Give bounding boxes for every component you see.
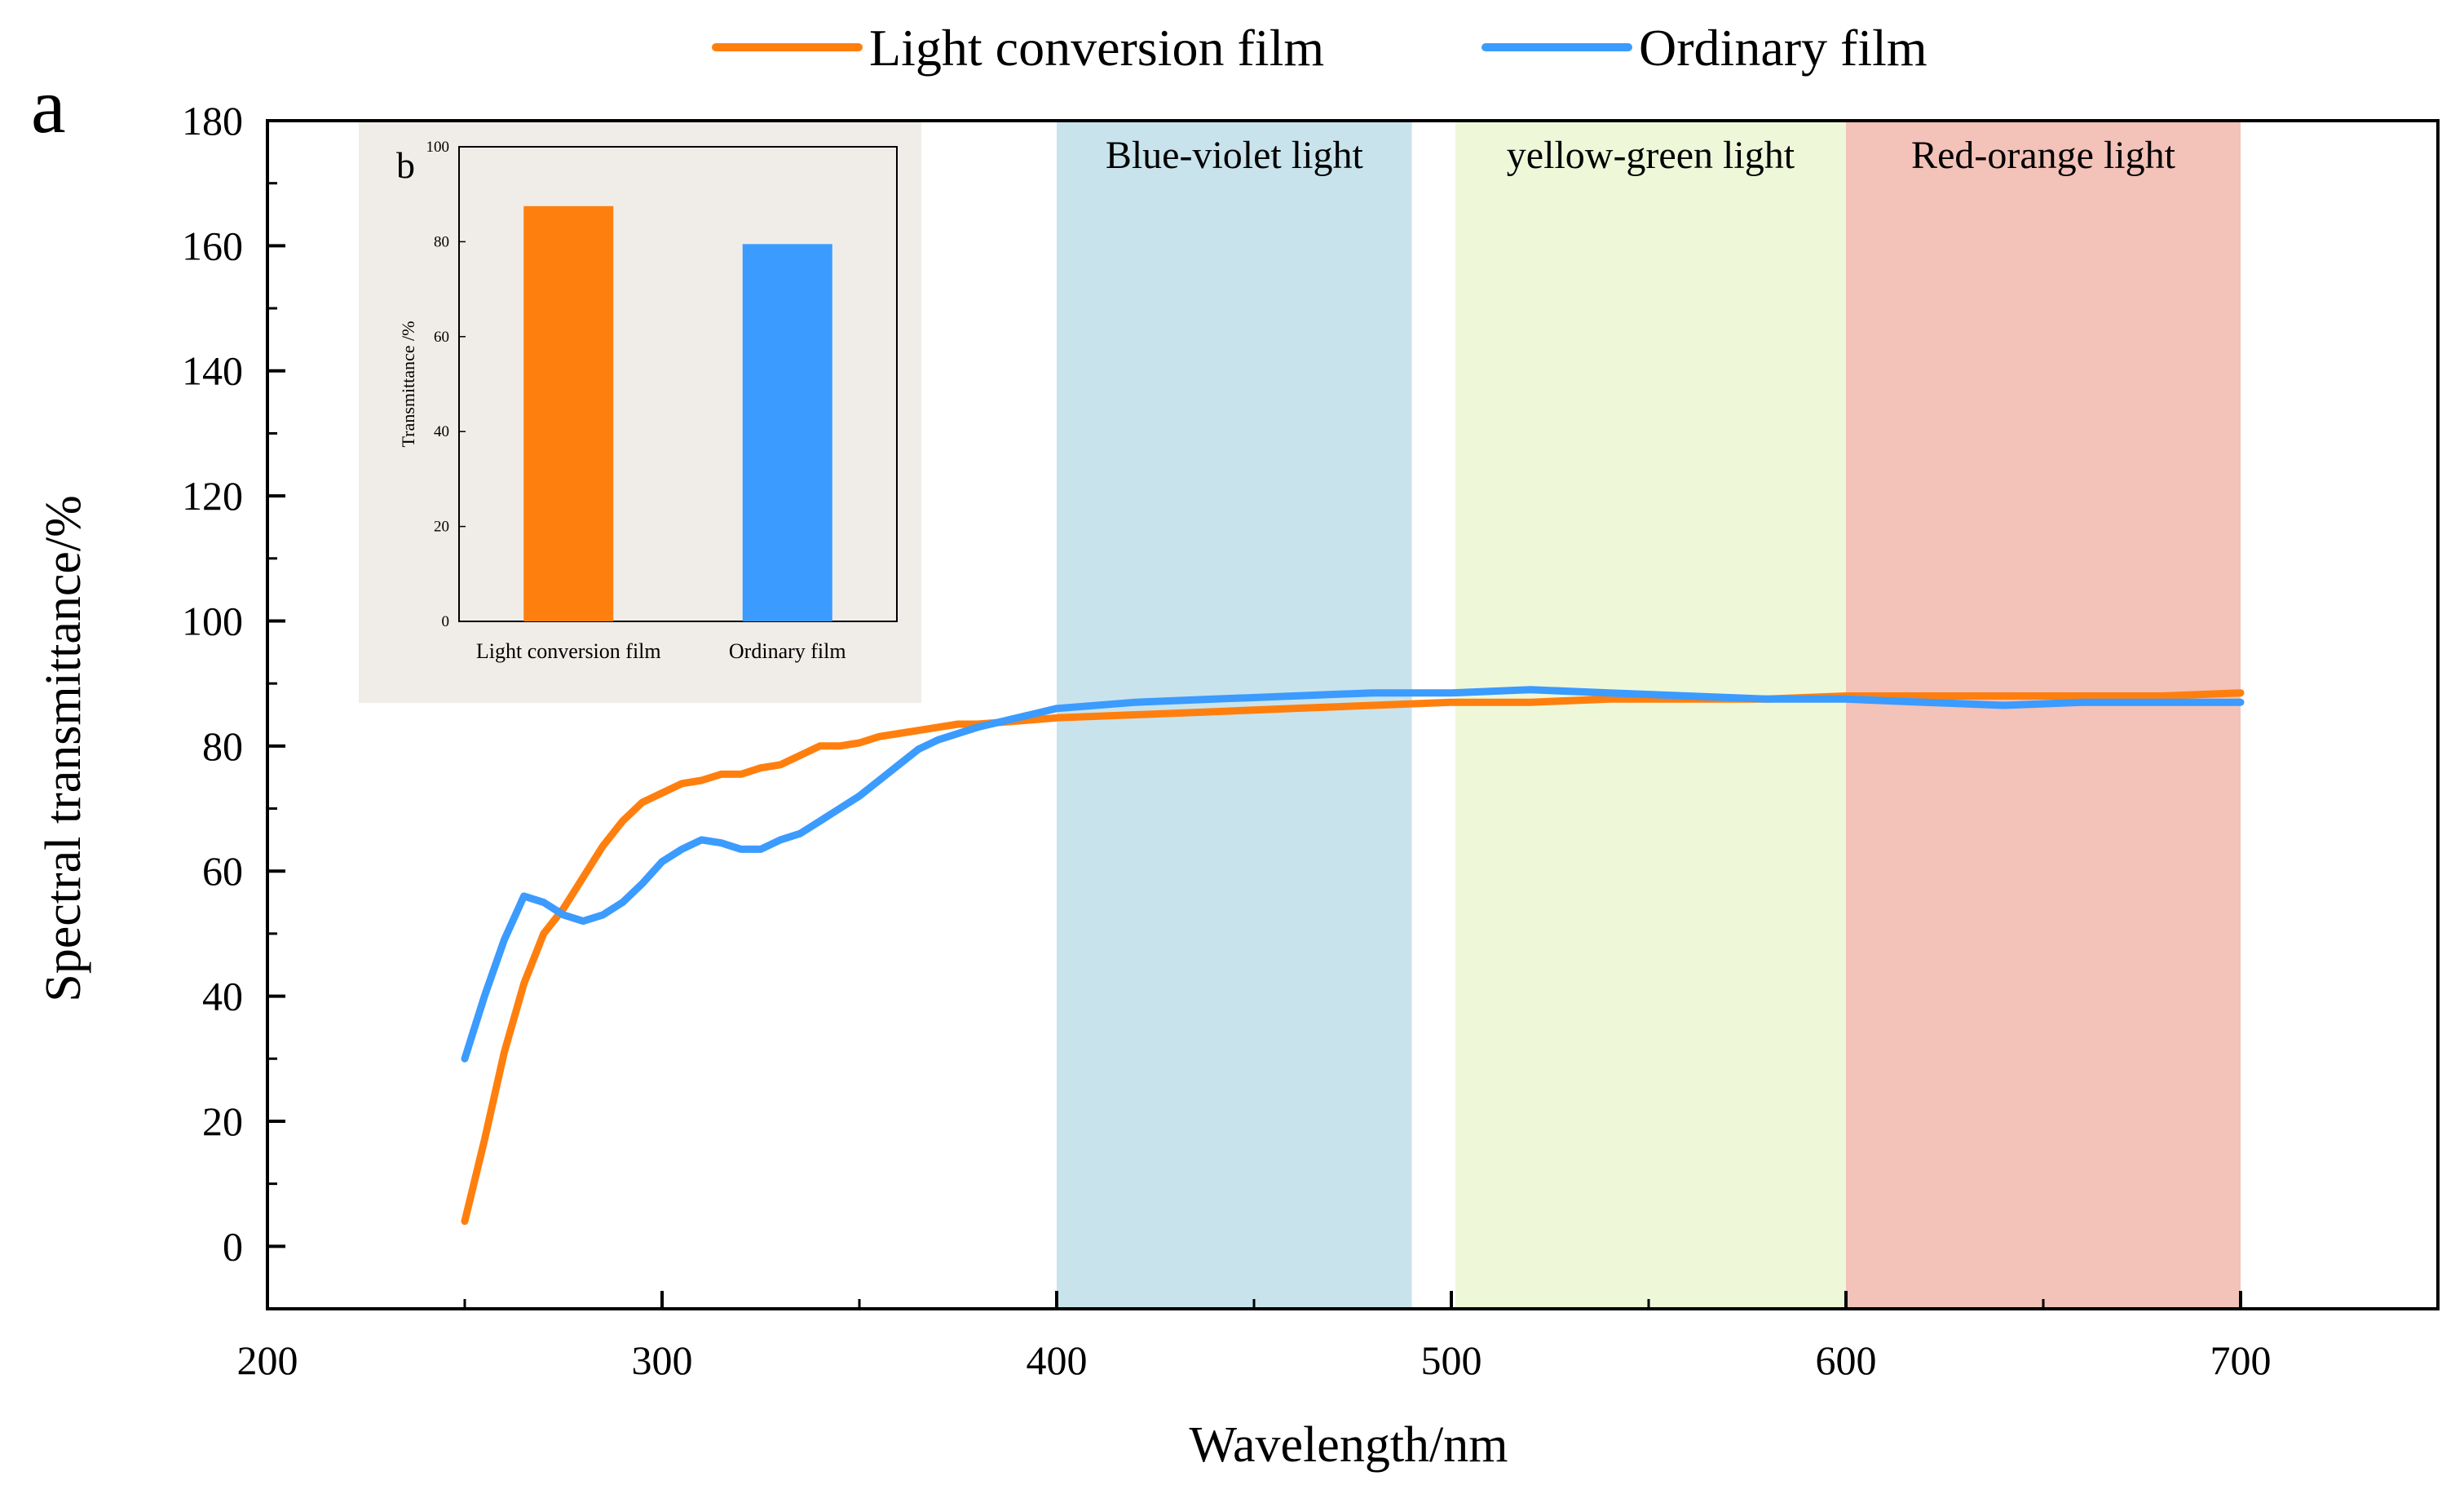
y-tick-label-40: 40 bbox=[202, 974, 243, 1019]
y-tick-label-160: 160 bbox=[182, 223, 243, 268]
highlight-bands: Blue-violet light yellow-green light Red-o… bbox=[1057, 121, 2241, 1309]
inset-category-label-1: Ordinary film bbox=[729, 639, 846, 663]
band-2 bbox=[1846, 121, 2241, 1309]
inset-bar-0 bbox=[523, 205, 614, 621]
inset-y-tick-label-40: 40 bbox=[434, 423, 449, 440]
x-tick-label-400: 400 bbox=[1027, 1337, 1088, 1383]
y-tick-label-180: 180 bbox=[182, 98, 243, 144]
x-tick-label-200: 200 bbox=[237, 1337, 298, 1383]
inset-y-tick-label-100: 100 bbox=[426, 139, 450, 156]
inset-bar-1 bbox=[742, 244, 832, 621]
inset-y-tick-label-20: 20 bbox=[434, 519, 449, 536]
panel-label-a: a bbox=[31, 62, 66, 149]
y-tick-label-120: 120 bbox=[182, 473, 243, 519]
legend: Light conversion film Ordinary film bbox=[712, 19, 1927, 77]
inset-y-tick-label-60: 60 bbox=[434, 329, 449, 346]
inset-frame bbox=[458, 146, 898, 622]
inset-y-tick-label-0: 0 bbox=[442, 613, 450, 630]
x-tick-label-700: 700 bbox=[2210, 1337, 2272, 1383]
y-tick-label-60: 60 bbox=[202, 848, 243, 894]
x-tick-label-600: 600 bbox=[1816, 1337, 1877, 1383]
band-label-2: Red-orange light bbox=[1911, 134, 2176, 177]
y-axis-title: Spectral transmittance/% bbox=[36, 495, 91, 1001]
inset-y-axis-title: Transmittance /% bbox=[398, 321, 418, 448]
y-tick-label-100: 100 bbox=[182, 598, 243, 643]
legend-label-light-conversion: Light conversion film bbox=[869, 19, 1324, 77]
legend-label-ordinary: Ordinary film bbox=[1639, 19, 1927, 77]
band-1 bbox=[1455, 121, 1846, 1309]
x-tick-label-300: 300 bbox=[632, 1337, 693, 1383]
x-tick-label-500: 500 bbox=[1421, 1337, 1482, 1383]
y-tick-label-80: 80 bbox=[202, 723, 243, 769]
inset-category-label-0: Light conversion film bbox=[476, 639, 661, 663]
x-axis-title: Wavelength/nm bbox=[1189, 1417, 1508, 1473]
y-tick-label-20: 20 bbox=[202, 1098, 243, 1144]
plot-frame bbox=[266, 119, 2440, 1310]
band-label-1: yellow-green light bbox=[1507, 134, 1795, 177]
y-tick-label-140: 140 bbox=[182, 348, 243, 394]
inset-y-tick-label-80: 80 bbox=[434, 233, 449, 250]
main-series bbox=[461, 686, 2245, 1226]
main-axes: 200 300 400 500 600 7000204060801001201401601… bbox=[182, 98, 2440, 1383]
inset-bar-chart: Light conversion film Ordinary film 0 20 40 6… bbox=[396, 139, 898, 663]
series-line-1 bbox=[461, 686, 2245, 1063]
y-tick-label-0: 0 bbox=[223, 1223, 243, 1269]
panel-label-b: b bbox=[396, 144, 415, 186]
band-label-0: Blue-violet light bbox=[1106, 134, 1364, 177]
